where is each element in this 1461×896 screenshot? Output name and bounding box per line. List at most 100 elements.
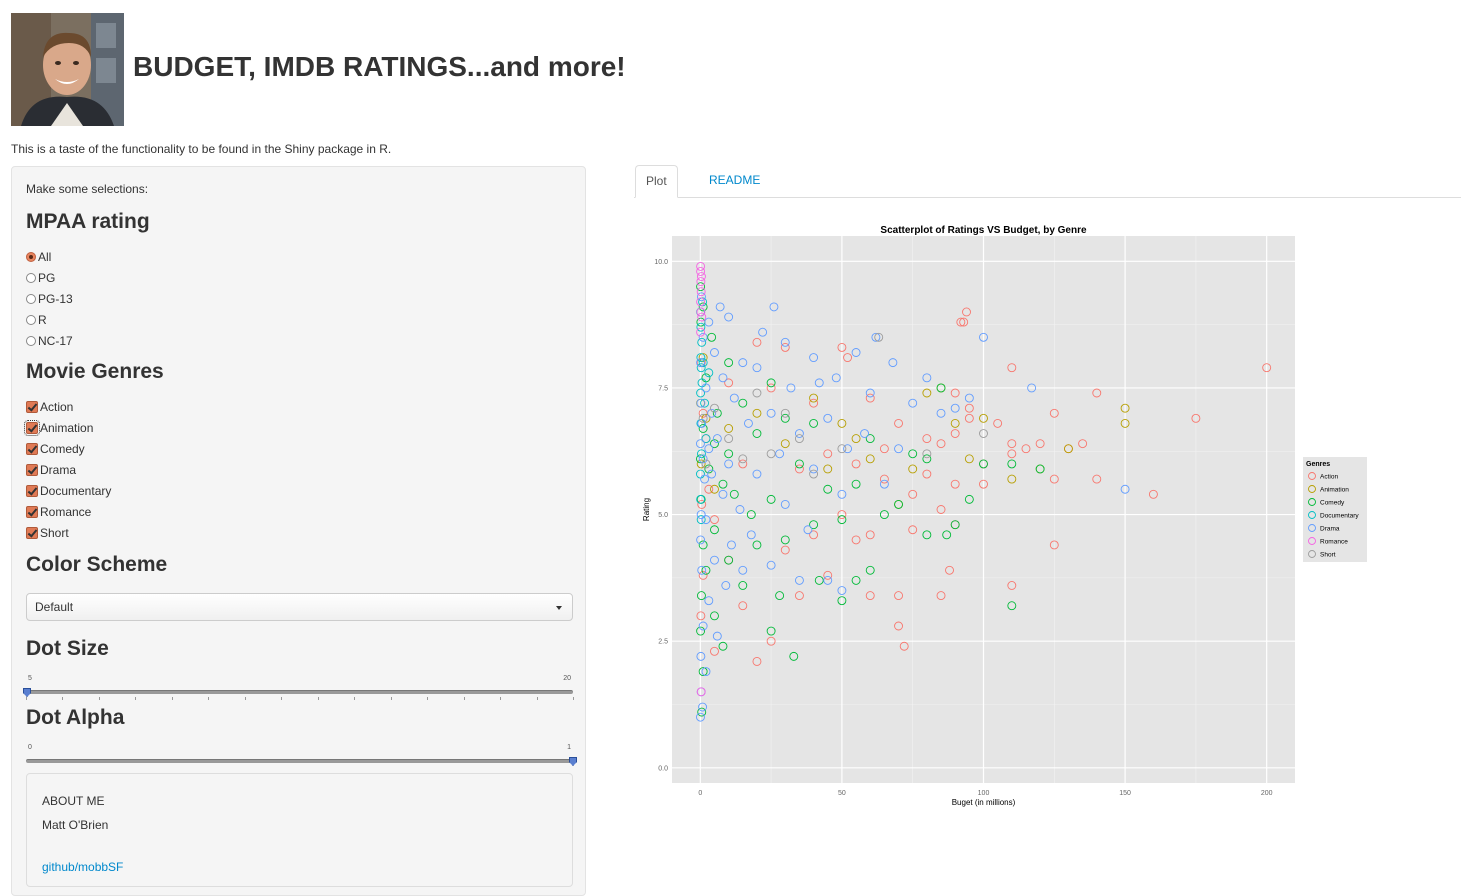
genre-checkbox-drama[interactable]: Drama [26,462,76,478]
radio-selected-icon[interactable] [26,252,36,262]
legend-key [1308,550,1316,558]
data-point [718,373,728,383]
genre-checkbox-short[interactable]: Short [26,525,69,541]
data-point [698,540,708,550]
data-point [794,434,804,444]
scatterplot-svg: 0 50 100 150 200 0.0 2.5 5.0 7.5 10.0 Scatterplot … [642,225,1367,807]
data-point [696,297,706,307]
genre-checkbox-action[interactable]: Action [26,399,73,415]
y-tick-label: 2.5 [658,639,668,646]
data-point [696,611,706,621]
genre-checkbox-animation[interactable]: Animation [24,420,93,436]
data-point [697,565,707,575]
dot-size-track[interactable] [26,690,573,694]
slider-tick [26,697,27,700]
checkbox-checked-icon[interactable] [26,485,38,497]
movie-genres-heading: Movie Genres [26,360,164,383]
data-point [698,702,708,712]
dot-size-heading: Dot Size [26,637,109,660]
checkbox-checked-icon[interactable] [24,420,40,436]
mpaa-option-nc17[interactable]: NC-17 [26,333,73,349]
tab-plot[interactable]: Plot [635,165,678,198]
dot-alpha-track[interactable] [26,759,573,763]
data-point [803,525,813,535]
data-point [922,373,932,383]
avatar [11,13,124,126]
data-point [758,327,768,337]
mpaa-option-r[interactable]: R [26,312,47,328]
checkbox-checked-icon[interactable] [26,527,38,539]
data-point [865,565,875,575]
data-point [823,484,833,494]
radio-icon[interactable] [26,336,36,346]
genre-checkbox-romance[interactable]: Romance [26,504,91,520]
data-point [837,444,847,454]
data-point [724,358,734,368]
checkbox-checked-icon[interactable] [26,464,38,476]
data-point [956,317,966,327]
data-point [908,464,918,474]
data-point [752,337,762,347]
genre-checkbox-documentary[interactable]: Documentary [26,483,111,499]
data-point [738,459,748,469]
data-point [766,383,776,393]
chevron-down-icon [556,606,562,610]
data-point [950,520,960,530]
slider-tick [208,697,210,700]
data-point [766,626,776,636]
radio-icon[interactable] [26,315,36,325]
legend-title: Genres [1306,461,1330,468]
data-point [710,348,719,357]
data-point [1120,403,1130,413]
slider-tick [98,697,100,700]
radio-icon[interactable] [26,294,36,304]
checkbox-checked-icon[interactable] [26,443,38,455]
data-point [696,287,706,297]
y-tick-label: 10.0 [654,259,668,266]
data-point [697,418,707,428]
data-point [962,307,971,317]
data-point [696,515,706,525]
genre-checkbox-comedy[interactable]: Comedy [26,441,85,457]
data-point [1007,459,1017,469]
data-point [780,342,790,352]
slider-tick [62,697,64,700]
mpaa-option-all[interactable]: All [26,249,51,265]
x-axis-label: Buget (in millions) [952,798,1016,807]
dot-alpha-handle[interactable] [569,757,577,766]
mpaa-option-pg[interactable]: PG [26,270,55,286]
data-point [1007,363,1017,373]
checkbox-checked-icon[interactable] [26,506,38,518]
data-point [879,444,889,454]
data-point [701,383,711,393]
data-point [809,464,819,474]
data-point [697,499,707,509]
legend-key [1308,498,1316,506]
dot-alpha-slider[interactable]: 0 1 [26,739,577,769]
data-point [766,560,776,570]
data-point [696,687,706,697]
data-point [698,353,708,363]
dot-size-slider[interactable]: 5 20 [23,670,574,700]
color-scheme-heading: Color Scheme [26,553,168,576]
data-point [780,499,790,509]
y-tick-label: 5.0 [658,512,668,519]
dot-size-handle[interactable] [23,688,31,697]
checkbox-checked-icon[interactable] [26,401,38,413]
data-point [704,484,714,494]
mpaa-option-pg13[interactable]: PG-13 [26,291,73,307]
data-point [724,555,734,565]
radio-icon[interactable] [26,273,36,283]
color-scheme-select[interactable]: Default [26,593,573,621]
tab-readme[interactable]: README [709,173,761,187]
data-point [697,312,707,322]
github-link[interactable]: github/mobbSF [42,860,124,874]
data-point [1021,444,1031,454]
data-point [894,591,903,601]
data-point [794,429,804,438]
data-point [851,575,861,585]
slider-tick [573,697,574,700]
data-point [936,408,946,418]
x-tick-label: 150 [1119,790,1131,797]
data-point [746,510,756,520]
